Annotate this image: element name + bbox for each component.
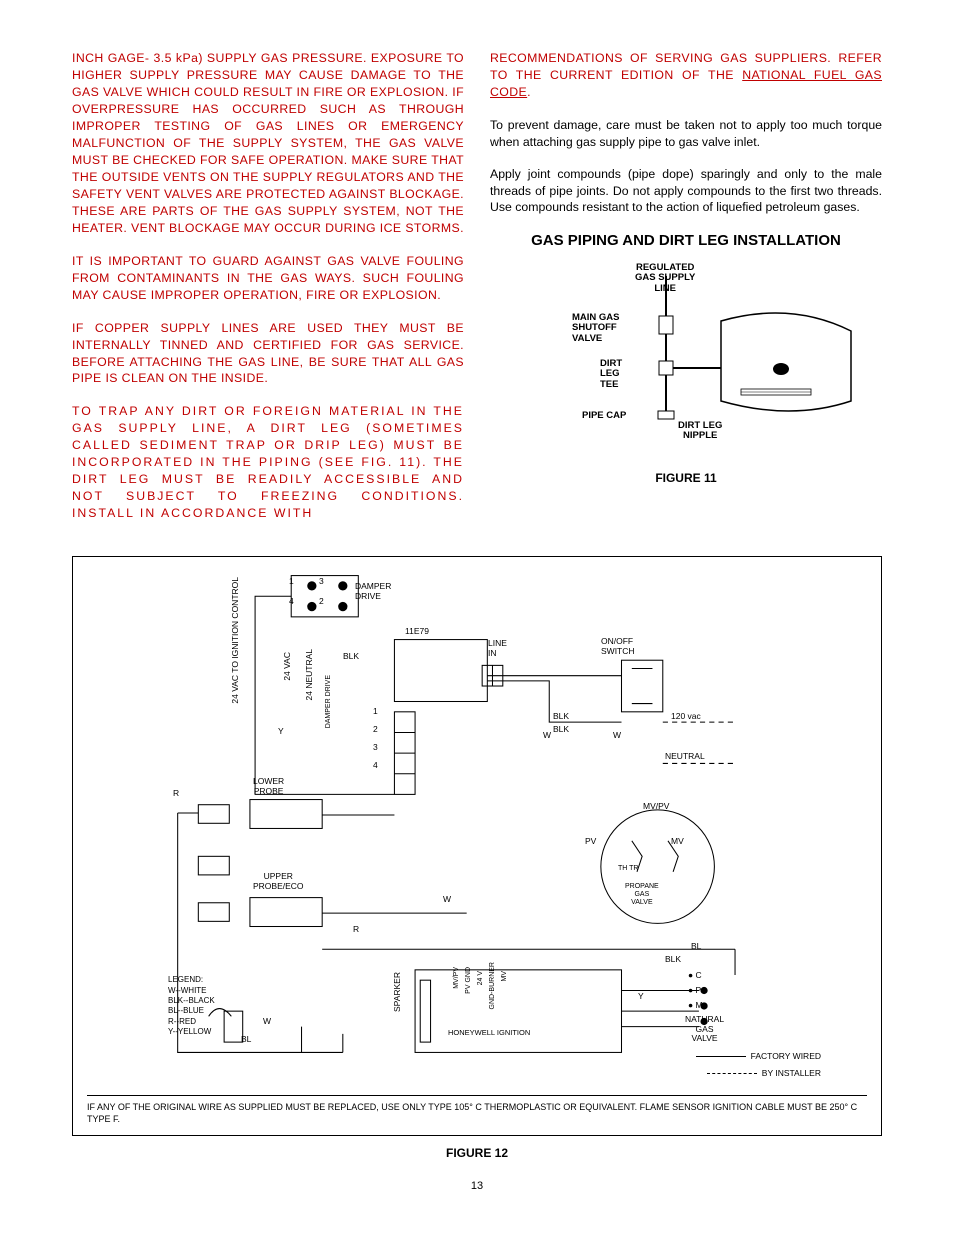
label-num3: 3	[319, 577, 324, 586]
label-num2: 2	[319, 597, 324, 606]
legend-line-1: BLK--BLACK	[168, 996, 215, 1006]
label-blk-1: BLK	[343, 652, 359, 661]
label-24neutral: 24 NEUTRAL	[305, 649, 314, 701]
label-bl-2: BL	[241, 1035, 251, 1044]
gas-piping-heading: GAS PIPING AND DIRT LEG INSTALLATION	[490, 232, 882, 249]
label-num4: 4	[289, 597, 294, 606]
warning-paragraph-3: IF COPPER SUPPLY LINES ARE USED THEY MUS…	[72, 320, 464, 388]
label-120vac: 120 vac	[671, 712, 701, 721]
label-mvpv-top: MV/PV	[643, 802, 669, 811]
label-honeywell: HONEYWELL IGNITION	[448, 1029, 530, 1037]
label-blk-4: BLK	[665, 955, 681, 964]
warning-paragraph-2: IT IS IMPORTANT TO GUARD AGAINST GAS VAL…	[72, 253, 464, 304]
label-p: ● P	[688, 986, 701, 995]
body-paragraph-2: Apply joint compounds (pipe dope) sparin…	[490, 166, 882, 216]
label-w-1: W	[543, 731, 551, 740]
label-t1: 1	[373, 707, 378, 716]
label-w-3: W	[443, 895, 451, 904]
label-r-1: R	[173, 789, 179, 798]
label-lower-probe: LOWERPROBE	[253, 777, 284, 796]
label-pv: PV	[585, 837, 596, 846]
label-mv: MV	[671, 837, 684, 846]
label-neutral: NEUTRAL	[665, 752, 705, 761]
label-24vac-ignition: 24 VAC TO IGNITION CONTROL	[231, 577, 240, 704]
body-paragraph-1: To prevent damage, care must be taken no…	[490, 117, 882, 150]
label-upper-probe: UPPERPROBE/ECO	[253, 872, 304, 891]
label-line-in: LINEIN	[488, 639, 507, 658]
label-t3: 3	[373, 743, 378, 752]
label-w-4: W	[263, 1017, 271, 1026]
label-main-gas: MAIN GASSHUTOFFVALVE	[572, 313, 620, 344]
label-r-2: R	[353, 925, 359, 934]
page-number: 13	[72, 1180, 882, 1192]
right-column: RECOMMENDATIONS OF SERVING GAS SUPPLIERS…	[490, 50, 882, 538]
label-m: ● M	[688, 1001, 703, 1010]
legend-line-0: W--WHITE	[168, 986, 215, 996]
label-sparker: SPARKER	[393, 972, 402, 1012]
wiring-note: IF ANY OF THE ORIGINAL WIRE AS SUPPLIED …	[87, 1095, 867, 1125]
legend-box: LEGEND: W--WHITE BLK--BLACK BL--BLUE R--…	[168, 975, 215, 1037]
label-natural: NATURALGASVALVE	[685, 1015, 724, 1043]
label-w-2: W	[613, 731, 621, 740]
label-dirt-leg-nipple: DIRT LEGNIPPLE	[678, 421, 722, 442]
label-dirt-leg-tee: DIRTLEGTEE	[600, 359, 622, 390]
label-damper-drive-v: DAMPER DRIVE	[325, 675, 333, 728]
label-thtr: TH TR	[618, 865, 638, 873]
label-t2: 2	[373, 725, 378, 734]
label-c: ● C	[688, 971, 702, 980]
label-factory-wired: FACTORY WIRED	[696, 1052, 821, 1061]
label-mv-v: MV	[501, 971, 509, 982]
label-num1: 1	[289, 577, 294, 586]
legend-title: LEGEND:	[168, 975, 215, 985]
label-propane: PROPANEGASVALVE	[625, 883, 659, 906]
label-pipe-cap: PIPE CAP	[582, 411, 626, 421]
warning-paragraph-1: INCH GAGE- 3.5 kPa) SUPPLY GAS PRESSURE.…	[72, 50, 464, 237]
figure-12-diagram: 24 VAC TO IGNITION CONTROL 1 3 4 2 DAMPE…	[72, 556, 882, 1136]
figure-11-caption: FIGURE 11	[490, 471, 882, 485]
legend-line-4: Y--YELLOW	[168, 1027, 215, 1037]
label-mvpv-v: MV/PV	[453, 967, 461, 989]
label-regulated: REGULATEDGAS SUPPLYLINE	[635, 263, 695, 294]
label-t4: 4	[373, 761, 378, 770]
label-by-installer: BY INSTALLER	[707, 1069, 821, 1078]
label-pvgnd: PV GND	[465, 967, 473, 994]
label-24v: 24 V	[477, 971, 485, 985]
label-y-1: Y	[278, 727, 284, 736]
label-24vac: 24 VAC	[283, 652, 292, 681]
label-gndburner: GND-BURNER	[489, 962, 497, 1009]
label-onoff: ON/OFFSWITCH	[601, 637, 635, 656]
label-blk-2: BLK	[553, 712, 569, 721]
figure-12-caption: FIGURE 12	[72, 1146, 882, 1160]
left-column: INCH GAGE- 3.5 kPa) SUPPLY GAS PRESSURE.…	[72, 50, 464, 538]
label-y-2: Y	[638, 992, 644, 1001]
label-damper-drive: DAMPERDRIVE	[355, 582, 391, 601]
warning-text-c: .	[527, 85, 531, 99]
label-11e79: 11E79	[405, 627, 429, 636]
warning-paragraph-5: RECOMMENDATIONS OF SERVING GAS SUPPLIERS…	[490, 50, 882, 101]
label-bl-1: BL	[691, 942, 701, 951]
label-blk-3: BLK	[553, 725, 569, 734]
figure-11-diagram: REGULATEDGAS SUPPLYLINE MAIN GASSHUTOFFV…	[490, 261, 882, 461]
legend-line-2: BL--BLUE	[168, 1006, 215, 1016]
warning-paragraph-4: TO TRAP ANY DIRT OR FOREIGN MATERIAL IN …	[72, 403, 464, 522]
legend-line-3: R--RED	[168, 1017, 215, 1027]
